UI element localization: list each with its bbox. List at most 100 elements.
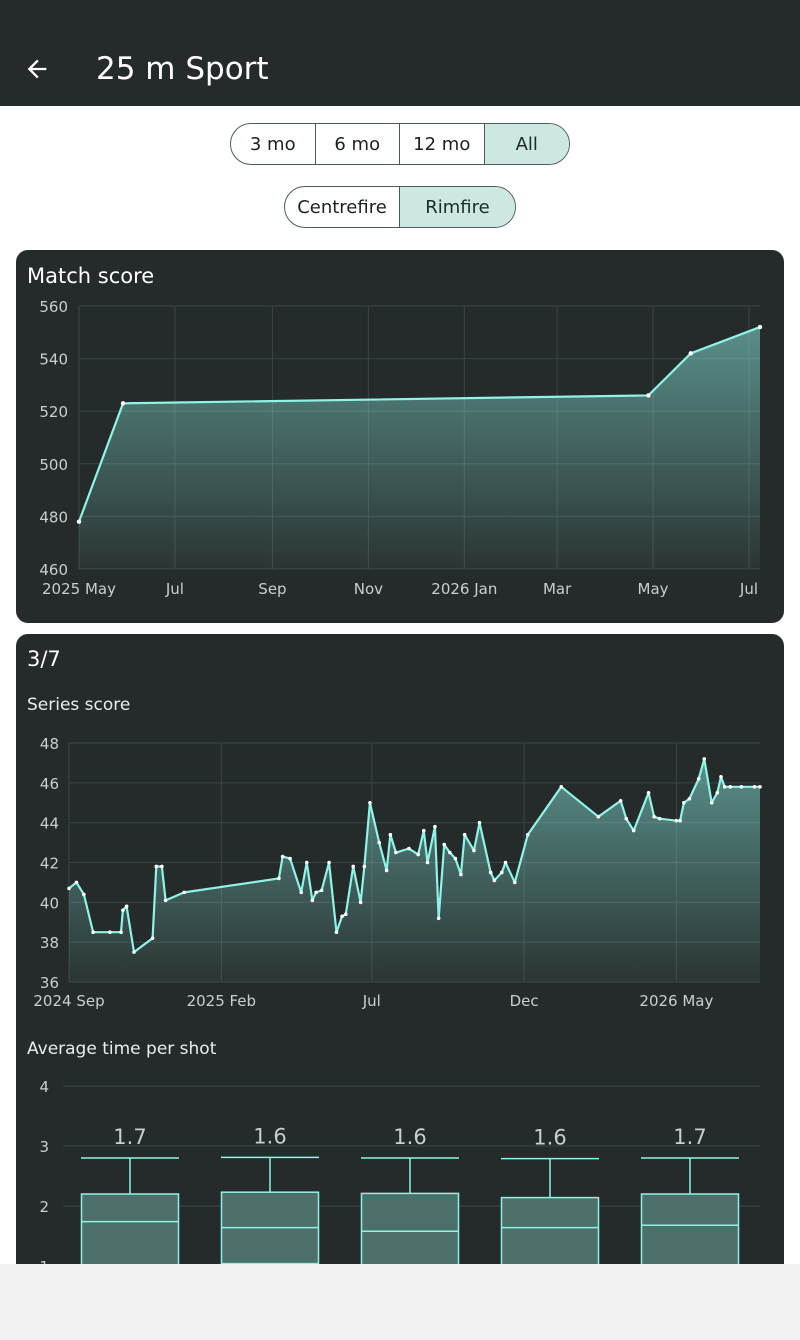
area-fill [79, 327, 760, 569]
y-tick-label: 46 [40, 775, 59, 793]
data-point [513, 880, 517, 885]
y-tick-label: 500 [39, 456, 68, 474]
data-point [163, 898, 168, 903]
data-point [362, 864, 367, 869]
y-tick-label: 2 [39, 1198, 49, 1216]
data-point [132, 950, 136, 954]
y-tick-label: 560 [39, 298, 68, 316]
data-point [334, 930, 339, 935]
y-tick-label: 460 [39, 561, 68, 579]
x-tick-label: 2026 May [639, 992, 713, 1010]
data-point [182, 890, 186, 895]
data-point [91, 930, 95, 935]
series-score-title: Series score [27, 695, 131, 715]
data-point [67, 886, 71, 891]
data-point [488, 870, 493, 875]
range-all-button[interactable]: All [484, 124, 569, 164]
box-value-label: 1.7 [673, 1125, 706, 1149]
data-point [299, 890, 303, 895]
x-tick-label: Jul [362, 992, 381, 1010]
box-rect [500, 1196, 600, 1266]
data-point [709, 800, 714, 805]
y-tick-label: 40 [40, 894, 59, 912]
data-point [304, 860, 309, 865]
data-point [674, 818, 679, 823]
data-point [728, 785, 733, 789]
data-point [503, 860, 508, 865]
y-tick-label: 36 [40, 974, 59, 992]
x-tick-label: 2026 Jan [431, 580, 497, 598]
y-tick-label: 480 [39, 508, 68, 526]
data-point [425, 860, 430, 865]
data-point [82, 892, 86, 897]
data-point [120, 401, 126, 406]
page-title: 25 m Sport [96, 51, 269, 87]
back-button[interactable] [16, 48, 58, 90]
data-point [646, 393, 651, 398]
data-point [722, 785, 727, 789]
data-point [462, 832, 467, 837]
data-point [319, 888, 324, 893]
data-point [472, 848, 476, 853]
data-point [757, 324, 763, 330]
arrow-back-icon [27, 59, 47, 79]
data-point [687, 796, 692, 801]
data-point [631, 828, 636, 833]
data-point [559, 785, 564, 789]
data-point [119, 930, 123, 935]
y-tick-label: 520 [39, 403, 68, 421]
data-point [121, 908, 125, 913]
range-3mo-button[interactable]: 3 mo [231, 124, 316, 164]
x-tick-label: Sep [258, 580, 286, 598]
data-point [758, 785, 762, 789]
data-point [160, 864, 164, 869]
data-point [688, 351, 693, 356]
range-12mo-button[interactable]: 12 mo [400, 124, 485, 164]
data-point [154, 864, 159, 869]
range-6mo-button[interactable]: 6 mo [316, 124, 400, 164]
y-tick-label: 42 [40, 855, 59, 873]
data-point [618, 798, 623, 803]
data-point [739, 785, 744, 789]
data-point [500, 870, 504, 875]
data-point [657, 816, 662, 821]
match-score-chart: 460 480 500 520 540 560 2025 May Jul Sep Nov 2026 … [39, 298, 763, 598]
y-tick-label: 48 [40, 735, 59, 753]
x-tick-label: 2025 Feb [187, 992, 257, 1010]
series-card: 3/7 Series score 36 38 40 42 44 46 48 2024 Sep 2… [16, 634, 784, 1276]
type-rimfire-button[interactable]: Rimfire [400, 187, 515, 227]
x-tick-label: Jul [165, 580, 184, 598]
avg-time-chart: 12341.71.61.61.61.7 [39, 1078, 760, 1276]
data-point [459, 872, 463, 877]
data-point [752, 785, 757, 789]
data-point [327, 860, 331, 865]
data-point [702, 757, 707, 761]
data-point [351, 864, 356, 869]
box-rect [360, 1192, 460, 1267]
data-point [377, 840, 382, 845]
data-point [596, 814, 601, 819]
x-tick-label: Nov [354, 580, 383, 598]
data-point [314, 890, 318, 895]
data-point [340, 914, 344, 919]
x-tick-label: Dec [510, 992, 539, 1010]
data-point [477, 820, 482, 825]
app-bar: 25 m Sport [0, 0, 800, 106]
box-value-label: 1.6 [393, 1125, 426, 1149]
data-point [310, 898, 315, 903]
x-tick-label: 2024 Sep [33, 992, 104, 1010]
data-point [407, 846, 411, 851]
data-point [646, 790, 651, 795]
data-point [108, 930, 112, 935]
series-score-chart: 36 38 40 42 44 46 48 2024 Sep 2025 Feb Jul Dec 2026… [33, 735, 762, 1010]
data-point [343, 912, 348, 917]
data-point [416, 852, 421, 857]
data-point [652, 814, 656, 819]
data-point [624, 816, 629, 821]
y-tick-label: 540 [39, 351, 68, 369]
x-tick-label: 2025 May [42, 580, 116, 598]
data-point [288, 856, 292, 861]
data-point [447, 850, 452, 855]
match-score-card: Match score 460 480 500 520 540 560 2025 May Ju… [16, 250, 784, 623]
type-centrefire-button[interactable]: Centrefire [285, 187, 400, 227]
